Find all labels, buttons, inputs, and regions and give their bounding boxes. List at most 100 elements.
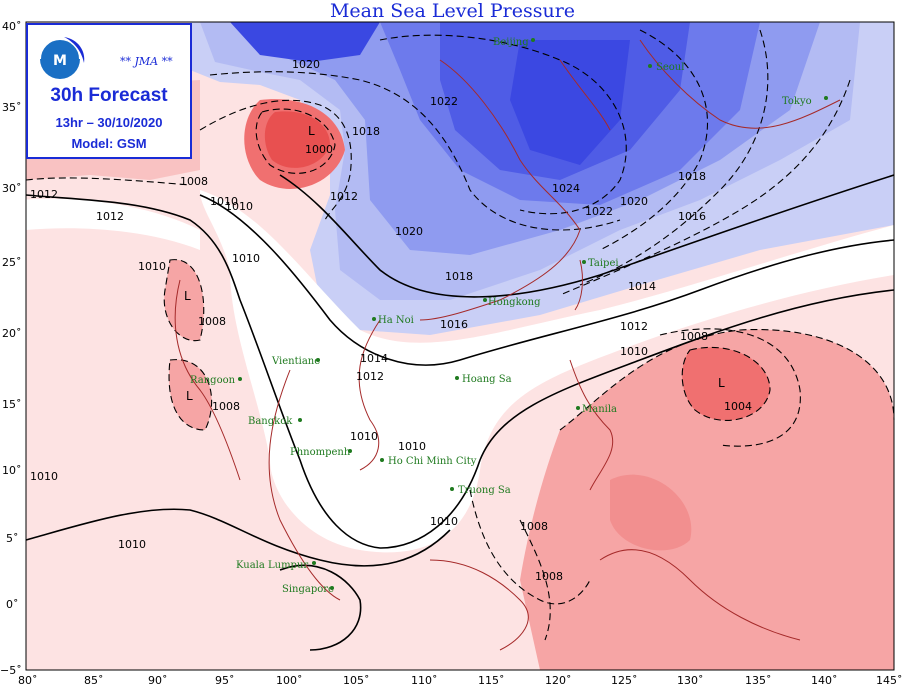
lon-tick: 80˚ — [18, 674, 38, 686]
lat-tick: −5˚ — [0, 664, 22, 677]
lon-tick: 120˚ — [545, 674, 572, 686]
city-truongsa: Truong Sa — [458, 485, 511, 496]
lat-tick: 10˚ — [2, 464, 22, 477]
isobar-label: 1016 — [678, 210, 706, 223]
city-hoangsa: Hoang Sa — [462, 374, 512, 385]
isobar-label: 1018 — [352, 125, 380, 138]
city-hongkong: Hongkong — [488, 297, 541, 308]
low-marker: L — [718, 376, 725, 390]
svg-text:M: M — [53, 53, 67, 69]
jma-logo-icon: M — [39, 37, 85, 79]
forecast-datetime: 13hr – 30/10/2020 — [55, 115, 163, 130]
isobar-label: 1010 — [118, 538, 146, 551]
isobar-label: 1008 — [535, 570, 563, 583]
city-bangkok: Bangkok — [248, 416, 293, 427]
lat-tick: 5˚ — [6, 532, 19, 545]
cities: Beijing Seoul Tokyo Taipei Hongkong Ha N… — [190, 37, 812, 595]
neutral-band — [200, 190, 894, 553]
longitude-axis: 80˚ 85˚ 90˚ 95˚ 100˚ 105˚ 110˚ 115˚ 120˚… — [18, 674, 903, 686]
low-marker: L — [184, 289, 191, 303]
isobar-label: 1012 — [330, 190, 358, 203]
isobar-label: 1010 — [232, 252, 260, 265]
city-phnompenh: Phnompenh — [290, 447, 351, 458]
isobar-label: 1010 — [350, 430, 378, 443]
isobar-label: 1008 — [212, 400, 240, 413]
city-taipei: Taipei — [588, 258, 619, 269]
lat-tick: 0˚ — [6, 598, 19, 611]
forecast-model: Model: GSM — [71, 136, 147, 151]
isobar-label: 1008 — [680, 330, 708, 343]
isobar-label: 1008 — [198, 315, 226, 328]
isobar-labels: 1020 1010 1018 1004 1000 1012 1014 1008 … — [30, 58, 752, 583]
isobar-label: 1000 — [305, 143, 333, 156]
isobar-label: 1010 — [225, 200, 253, 213]
lon-tick: 140˚ — [811, 674, 838, 686]
lon-tick: 115˚ — [478, 674, 505, 686]
isobar-label: 1018 — [445, 270, 473, 283]
isobar-label: 1010 — [210, 195, 238, 208]
city-hanoi: Ha Noi — [378, 315, 414, 326]
lat-tick: 30˚ — [2, 182, 22, 195]
isobar-label: 1010 — [138, 260, 166, 273]
city-seoul: Seoul — [656, 62, 684, 73]
isobar-label: 1012 — [96, 210, 124, 223]
isobar-label: 1020 — [620, 195, 648, 208]
jma-tag: ** JMA ** — [120, 55, 173, 68]
lat-tick: 15˚ — [2, 398, 22, 411]
isobar-label: 1022 — [585, 205, 613, 218]
lat-tick: 40˚ — [2, 20, 22, 33]
isobar-label: 1020 — [395, 225, 423, 238]
lat-tick: 20˚ — [2, 327, 22, 340]
city-beijing: Beijing — [493, 37, 529, 48]
isobar-label: 1024 — [552, 182, 580, 195]
lon-tick: 100˚ — [276, 674, 303, 686]
city-hochiminh: Ho Chi Minh City — [388, 456, 477, 467]
lat-tick: 35˚ — [2, 101, 22, 114]
coastlines — [174, 39, 841, 651]
lon-tick: 125˚ — [611, 674, 638, 686]
lon-tick: 110˚ — [411, 674, 438, 686]
isobar-label: 1010 — [620, 345, 648, 358]
city-tokyo: Tokyo — [782, 96, 812, 107]
isobar-label: 1010 — [30, 470, 58, 483]
lon-tick: 145˚ — [876, 674, 903, 686]
isobar-label: 1008 — [180, 175, 208, 188]
city-singapore: Singapore — [282, 584, 334, 595]
low-marker: L — [186, 389, 193, 403]
lon-tick: 105˚ — [343, 674, 370, 686]
isobar-label: 1010 — [430, 515, 458, 528]
isobar-label: 1008 — [520, 520, 548, 533]
isobar-label: 1018 — [678, 170, 706, 183]
city-vientiane: Vientiane — [271, 356, 320, 367]
city-manila: Manila — [582, 404, 617, 415]
map-title: Mean Sea Level Pressure — [329, 0, 576, 22]
low-markers: L L L L — [184, 124, 725, 403]
forecast-info-box: M ** JMA ** 30h Forecast 13hr – 30/10/20… — [26, 23, 192, 159]
isobar-label: 1014 — [360, 352, 388, 365]
isobars-dashed — [25, 29, 895, 641]
latitude-axis: 40˚ 35˚ 30˚ 25˚ 20˚ 15˚ 10˚ 5˚ 0˚ −5˚ — [0, 20, 22, 677]
high-pressure-region — [190, 22, 894, 335]
isobar-label: 1014 — [628, 280, 656, 293]
city-rangoon: Rangoon — [190, 375, 236, 386]
isobar-label: 1022 — [430, 95, 458, 108]
city-dots — [238, 38, 828, 590]
isobar-label: 1016 — [440, 318, 468, 331]
isobar-label: 1012 — [620, 320, 648, 333]
lon-tick: 95˚ — [215, 674, 235, 686]
lat-tick: 25˚ — [2, 256, 22, 269]
isobar-label: 1004 — [724, 400, 752, 413]
city-kualalumpur: Kuala Lumpur — [236, 560, 308, 571]
low-marker: L — [308, 124, 315, 138]
lon-tick: 85˚ — [84, 674, 104, 686]
isobar-label: 1012 — [356, 370, 384, 383]
isobar-label: 1020 — [292, 58, 320, 71]
forecast-title: 30h Forecast — [50, 85, 168, 106]
lon-tick: 135˚ — [745, 674, 772, 686]
isobars-solid — [25, 174, 895, 651]
isobar-label: 1012 — [30, 188, 58, 201]
isobar-label: 1010 — [398, 440, 426, 453]
lon-tick: 130˚ — [677, 674, 704, 686]
lon-tick: 90˚ — [148, 674, 168, 686]
